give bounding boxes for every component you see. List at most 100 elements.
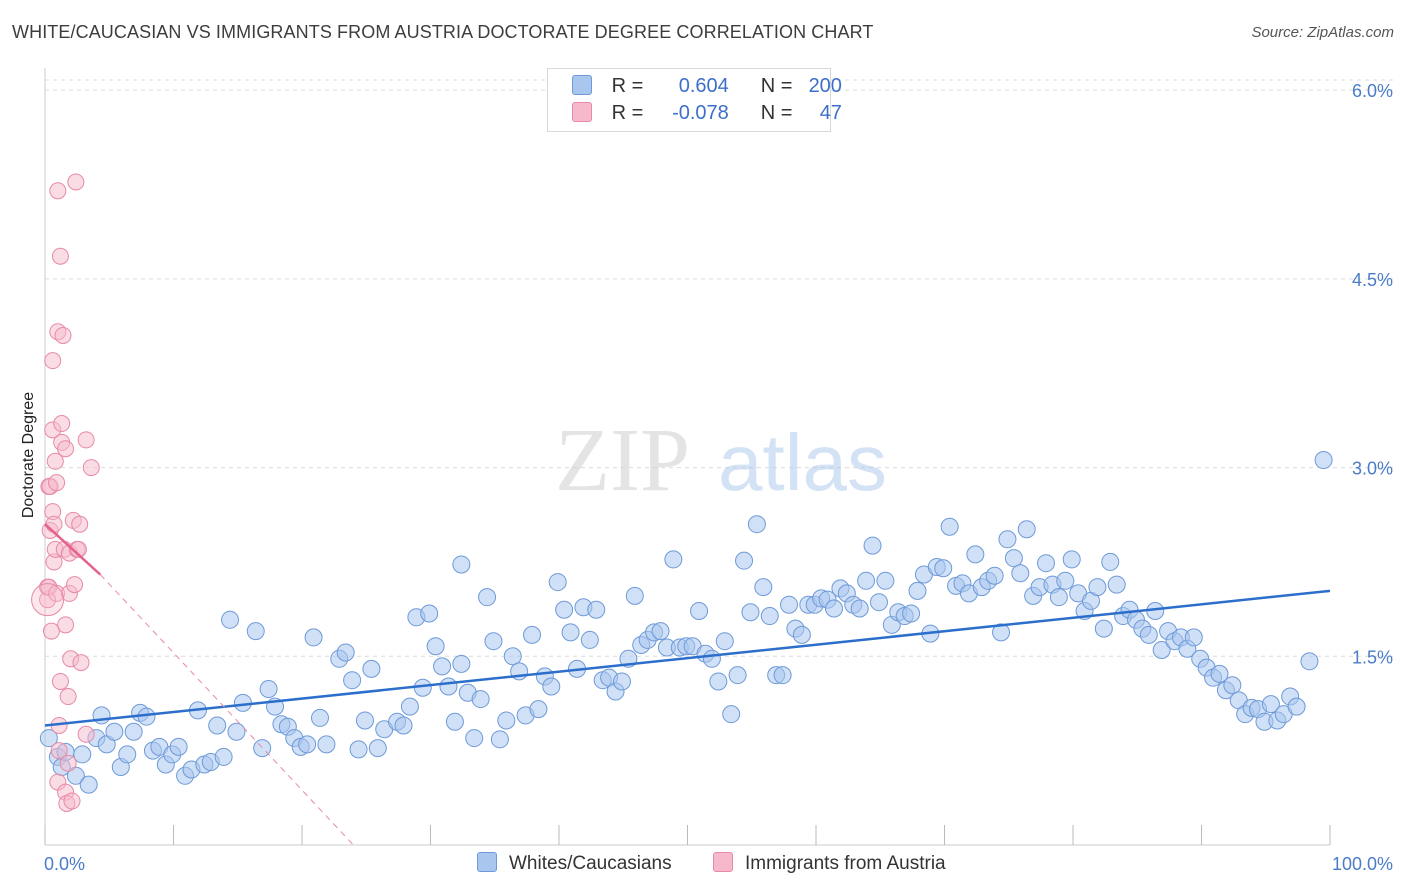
data-point-whites <box>497 711 516 730</box>
y-tick-label: 4.5% <box>1352 270 1393 290</box>
data-point-whites <box>664 550 683 569</box>
data-point-whites <box>651 622 670 641</box>
data-point-austria <box>44 352 62 370</box>
data-point-whites <box>214 747 233 766</box>
data-point-whites <box>221 610 240 629</box>
data-point-whites <box>73 745 92 764</box>
x-tick-label: 0.0% <box>44 854 85 874</box>
data-point-whites <box>773 666 792 685</box>
data-point-whites <box>908 581 927 600</box>
watermark-zip: ZIP <box>555 411 690 510</box>
data-point-whites <box>869 593 888 612</box>
data-point-whites <box>1094 619 1113 638</box>
data-point-whites <box>709 672 728 691</box>
data-point-whites <box>985 566 1004 585</box>
legend-r-label: R = <box>611 75 644 97</box>
data-point-austria <box>50 742 68 760</box>
data-point-whites <box>317 735 336 754</box>
data-point-whites <box>523 625 542 644</box>
data-point-austria <box>59 688 77 706</box>
data-point-whites <box>1287 697 1306 716</box>
data-point-whites <box>465 729 484 748</box>
series-austria-points <box>31 173 100 812</box>
data-point-whites <box>561 623 580 642</box>
data-point-whites <box>445 712 464 731</box>
data-point-austria <box>45 515 63 533</box>
data-point-whites <box>1139 625 1158 644</box>
y-tick-label: 1.5% <box>1352 647 1393 667</box>
data-point-whites <box>304 628 323 647</box>
data-point-austria <box>48 474 66 492</box>
data-point-whites <box>735 551 754 570</box>
data-point-whites <box>471 690 490 709</box>
legend-n-label: N = <box>760 75 793 97</box>
data-point-whites <box>792 625 811 644</box>
data-point-whites <box>1107 575 1126 594</box>
data-point-whites <box>1062 550 1081 569</box>
data-point-whites <box>1088 578 1107 597</box>
data-point-whites <box>863 536 882 555</box>
data-point-austria <box>67 173 85 191</box>
data-point-austria <box>51 247 69 265</box>
data-point-whites <box>490 730 509 749</box>
data-point-whites <box>343 671 362 690</box>
data-point-whites <box>529 700 548 719</box>
trend-lines <box>44 523 1331 846</box>
data-point-austria <box>69 540 87 558</box>
y-tick-label: 3.0% <box>1352 459 1393 479</box>
legend: R = 0.604 N = 200 R = -0.078 N = 47 <box>547 68 842 132</box>
chart-title: WHITE/CAUCASIAN VS IMMIGRANTS FROM AUSTR… <box>12 22 874 42</box>
data-point-whites <box>39 729 58 748</box>
data-point-austria <box>59 754 77 772</box>
data-point-austria <box>63 792 81 810</box>
data-point-austria <box>31 583 65 617</box>
bottom-legend-label: Whites/Caucasians <box>509 853 672 874</box>
data-point-whites <box>227 722 246 741</box>
legend-r-value: -0.078 <box>672 102 729 124</box>
data-point-whites <box>484 632 503 651</box>
data-point-whites <box>690 602 709 620</box>
data-point-whites <box>169 737 188 756</box>
data-point-whites <box>452 555 471 574</box>
data-point-whites <box>587 600 606 619</box>
data-point-whites <box>124 722 143 741</box>
data-point-austria <box>72 654 90 672</box>
y-tick-label: 6.0% <box>1352 81 1393 101</box>
data-point-whites <box>1210 664 1229 683</box>
data-point-whites <box>722 705 741 724</box>
data-point-whites <box>246 622 265 641</box>
data-point-whites <box>420 604 439 623</box>
data-point-whites <box>542 677 561 696</box>
data-point-austria <box>57 616 75 634</box>
data-point-whites <box>79 775 98 794</box>
data-point-whites <box>362 659 381 678</box>
data-point-austria <box>49 182 67 200</box>
data-point-whites <box>394 716 413 735</box>
bottom-legend-swatch-pink <box>713 852 733 872</box>
data-point-whites <box>876 571 895 590</box>
data-point-whites <box>1261 695 1280 714</box>
data-point-austria <box>71 515 89 533</box>
data-point-whites <box>355 711 374 730</box>
watermark-atlas: atlas <box>718 418 887 507</box>
data-point-whites <box>1049 588 1068 607</box>
data-point-whites <box>934 559 953 578</box>
data-point-austria <box>42 622 60 640</box>
trend-line-austria <box>44 523 102 576</box>
data-point-whites <box>336 643 355 662</box>
legend-n-label: N = <box>760 102 793 124</box>
data-point-whites <box>728 666 747 685</box>
data-point-whites <box>1314 451 1333 470</box>
data-point-whites <box>741 603 760 622</box>
data-point-whites <box>1037 554 1056 573</box>
data-point-whites <box>992 623 1011 642</box>
data-point-whites <box>1184 628 1203 647</box>
data-point-whites <box>1101 552 1120 571</box>
grid-lines <box>45 79 1395 657</box>
data-point-whites <box>702 649 721 668</box>
x-tick-label: 100.0% <box>1332 854 1393 874</box>
data-point-whites <box>548 573 567 592</box>
data-point-whites <box>1223 676 1242 695</box>
data-point-whites <box>715 632 734 651</box>
